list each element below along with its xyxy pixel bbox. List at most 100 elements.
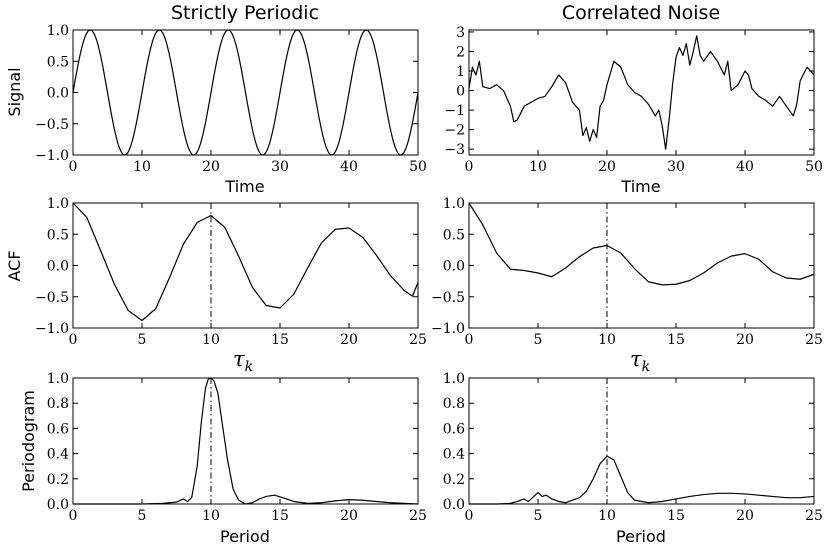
- x-tick-label: 0: [69, 508, 78, 524]
- x-tick-label: 15: [271, 508, 289, 524]
- y-tick-label: −1: [444, 103, 465, 119]
- x-tick-label: 5: [138, 332, 147, 348]
- panel-acf-periodic: ACF τk 0 5 10 15 20 25 1.0 0.5 0.0 −0.5 −1.0: [5, 196, 427, 375]
- x-tick-label: 20: [736, 332, 754, 348]
- x-tick-label: 40: [736, 159, 754, 175]
- ylabel-acf: ACF: [5, 250, 24, 281]
- y-tick-label: 0.6: [47, 421, 69, 437]
- y-tick-label: −1.0: [35, 321, 69, 337]
- panel-signal-noise: Correlated Noise Time 0 10 20 30 40 503210−1−…: [444, 2, 823, 196]
- axes-frame: [72, 377, 419, 505]
- y-tick-label: 0.0: [443, 497, 465, 513]
- title-strictly-periodic: Strictly Periodic: [171, 2, 319, 24]
- y-tick-label: 1.0: [443, 196, 465, 212]
- x-tick-label: 0: [465, 508, 474, 524]
- y-tick-label: −1.0: [35, 148, 69, 164]
- y-tick-label: 0.2: [47, 472, 69, 488]
- x-tick-label: 50: [805, 159, 823, 175]
- x-tick-label: 15: [667, 508, 685, 524]
- series-line-periodogram: [73, 377, 419, 505]
- series-line-acf: [468, 202, 815, 286]
- y-tick-label: −0.5: [35, 117, 69, 133]
- y-tick-label: 1.0: [443, 371, 465, 387]
- xlabel-tau-subscript: k: [245, 359, 253, 375]
- y-tick-label: 1.0: [47, 23, 69, 39]
- panel-acf-noise: τk 0 5 10 15 20 25 1.0 0.5 0.0 −0.5 −1.0: [431, 196, 823, 375]
- y-tick-label: 0.5: [443, 227, 465, 243]
- x-tick-label: 15: [667, 332, 685, 348]
- panel-periodogram-periodic: Periodogram Period 0 5 10 15 20 25 1.0 0.8 0.6 0.…: [19, 371, 427, 546]
- x-tick-label: 25: [409, 332, 427, 348]
- x-tick-label: 0: [69, 332, 78, 348]
- xlabel-tau-periodic: τk: [233, 347, 253, 375]
- y-tick-label: 0.0: [47, 497, 69, 513]
- y-tick-label: −1.0: [431, 321, 465, 337]
- panel-periodogram-noise: Period 0 5 10 15 20 25 1.0 0.8 0.6 0.4 0.2 0.0: [443, 371, 823, 546]
- y-tick-label: −0.5: [431, 290, 465, 306]
- axes-frame: [72, 202, 419, 329]
- x-tick-label: 10: [202, 508, 220, 524]
- y-tick-label: 1.0: [47, 196, 69, 212]
- series-line-acf: [72, 202, 419, 322]
- title-correlated-noise: Correlated Noise: [562, 2, 720, 24]
- y-tick-label: 0.6: [443, 421, 465, 437]
- x-tick-label: 30: [271, 159, 289, 175]
- xlabel-tau-noise: τk: [630, 347, 650, 375]
- x-tick-label: 5: [138, 508, 147, 524]
- x-tick-label: 25: [805, 508, 823, 524]
- x-tick-label: 5: [534, 508, 543, 524]
- x-tick-label: 50: [409, 159, 427, 175]
- y-tick-label: −2: [444, 123, 465, 139]
- panel-signal-periodic: Strictly Periodic Signal Time 0 10 20 30 40 5…: [5, 2, 427, 196]
- x-tick-label: 0: [69, 159, 78, 175]
- y-tick-label: 0.8: [47, 396, 69, 412]
- series-line-signal: [468, 35, 815, 150]
- y-tick-label: 0.2: [443, 472, 465, 488]
- xlabel-tau-subscript: k: [642, 359, 650, 375]
- axes-frame: [468, 377, 815, 505]
- y-tick-label: 0.0: [443, 259, 465, 275]
- y-tick-label: 3: [456, 25, 465, 41]
- y-tick-label: 0.4: [47, 447, 69, 463]
- xlabel-time-periodic: Time: [224, 177, 264, 196]
- xlabel-period-periodic: Period: [220, 527, 270, 546]
- y-tick-label: −0.5: [35, 290, 69, 306]
- x-tick-label: 25: [409, 508, 427, 524]
- x-tick-label: 20: [202, 159, 220, 175]
- y-tick-label: 0.5: [47, 227, 69, 243]
- x-tick-label: 0: [465, 332, 474, 348]
- x-tick-label: 10: [529, 159, 547, 175]
- x-tick-label: 10: [598, 508, 616, 524]
- x-tick-label: 20: [598, 159, 616, 175]
- ylabel-periodogram: Periodogram: [19, 390, 38, 492]
- x-tick-label: 25: [805, 332, 823, 348]
- x-tick-label: 20: [340, 508, 358, 524]
- series-line-signal: [72, 29, 419, 156]
- x-tick-label: 0: [465, 159, 474, 175]
- x-tick-label: 10: [133, 159, 151, 175]
- y-tick-label: −3: [444, 142, 465, 158]
- x-tick-label: 15: [271, 332, 289, 348]
- series-line-periodogram: [469, 455, 815, 505]
- y-tick-label: 0.8: [443, 396, 465, 412]
- y-tick-label: 2: [456, 44, 465, 60]
- xlabel-period-noise: Period: [616, 527, 666, 546]
- axes-frame: [468, 29, 815, 156]
- y-tick-label: 0: [456, 84, 465, 100]
- x-tick-label: 10: [202, 332, 220, 348]
- ylabel-signal: Signal: [5, 67, 24, 116]
- y-tick-label: 0.4: [443, 447, 465, 463]
- x-tick-label: 20: [340, 332, 358, 348]
- y-tick-label: 1.0: [47, 371, 69, 387]
- y-tick-label: 0.5: [47, 54, 69, 70]
- x-tick-label: 5: [534, 332, 543, 348]
- x-tick-label: 10: [598, 332, 616, 348]
- y-tick-label: 0.0: [47, 259, 69, 275]
- xlabel-time-noise: Time: [620, 177, 660, 196]
- x-tick-label: 30: [667, 159, 685, 175]
- y-tick-label: 0.0: [47, 86, 69, 102]
- y-tick-label: 1: [456, 64, 465, 80]
- x-tick-label: 20: [736, 508, 754, 524]
- axes-frame: [468, 202, 815, 329]
